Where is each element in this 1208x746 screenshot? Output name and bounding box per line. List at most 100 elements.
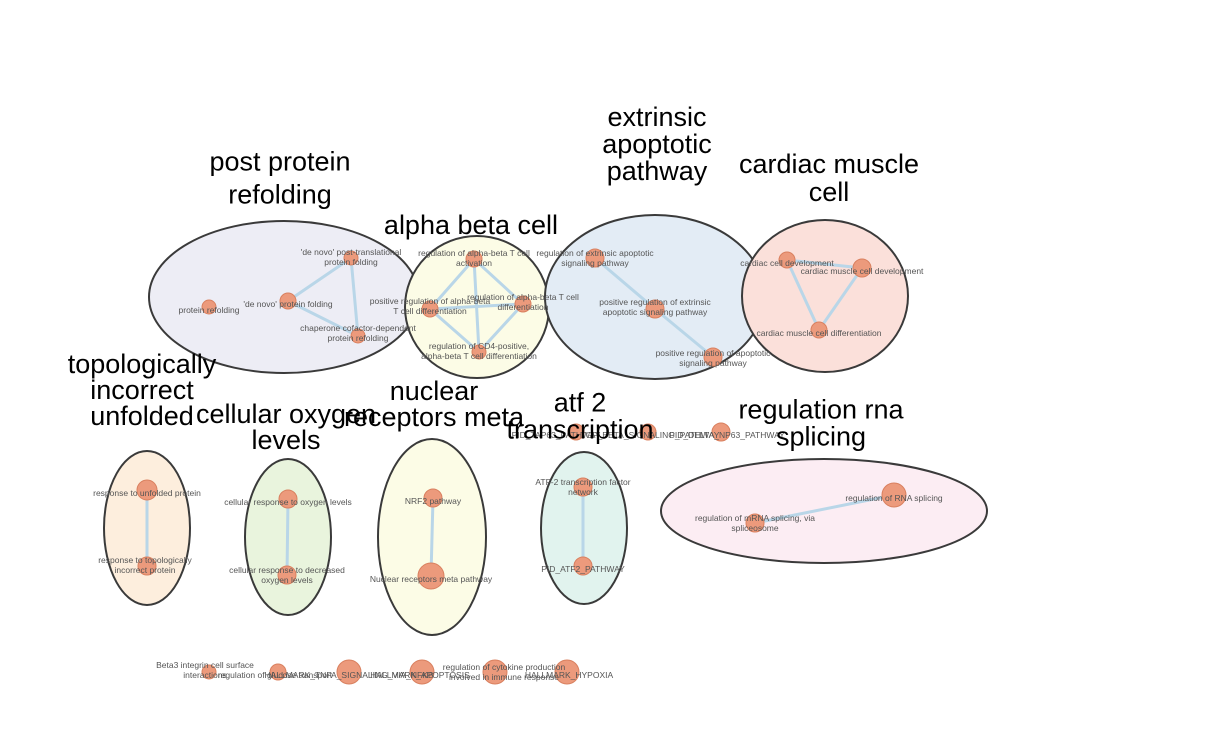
node-pid-tap63[interactable]: [567, 423, 585, 441]
node-label-pos-reg-extrinsic: positive regulation of extrinsic apoptoti…: [599, 297, 711, 317]
cluster-title-line: pathway: [607, 156, 708, 186]
node-chaperone[interactable]: [350, 328, 366, 344]
edge-layer: [145, 256, 896, 578]
node-atf2-network[interactable]: [573, 477, 593, 497]
node-label-line: apoptotic signaling pathway: [603, 307, 708, 317]
node-label-line: Beta3 integrin cell surface: [156, 660, 254, 670]
node-label-hallmark-hypoxia: HALLMARK_HYPOXIA: [525, 670, 614, 680]
node-label-line: cardiac cell development: [740, 258, 834, 268]
cluster-title-line: receptors meta: [344, 402, 525, 432]
node-resp-unfolded[interactable]: [136, 479, 158, 501]
node-label-reg-extrinsic: regulation of extrinsic apoptotic signali…: [536, 248, 654, 268]
node-reg-rna[interactable]: [881, 482, 907, 508]
node-hallmark-apoptosis[interactable]: [409, 659, 435, 685]
edge-reg_ab_diff-reg_cd4: [477, 302, 525, 354]
cluster-title-line: post protein: [209, 147, 350, 177]
node-label-reg-mrna: regulation of mRNA splicing, via spliceos…: [695, 513, 815, 533]
cluster-title-line: regulation rna: [738, 395, 904, 425]
node-reg-cytokine[interactable]: [482, 659, 508, 685]
cluster-title-line: nuclear: [390, 376, 479, 406]
node-reg-ab-act[interactable]: [465, 250, 483, 268]
node-nuclear-meta[interactable]: [417, 562, 445, 590]
node-label-reg-ab-act: regulation of alpha-beta T cell activatio…: [418, 248, 530, 268]
node-label-reg-rna: regulation of RNA splicing: [845, 493, 943, 503]
node-resp-topo[interactable]: [137, 556, 157, 576]
node-label-pid-atf2: PID_ATF2_PATHWAY: [541, 564, 625, 574]
node-pid-atf2[interactable]: [573, 556, 593, 576]
node-hallmark-hypoxia[interactable]: [554, 659, 580, 685]
node-label-chaperone: chaperone cofactor-dependent protein refo…: [300, 323, 416, 343]
node-pos-reg-ab-diff[interactable]: [421, 300, 439, 318]
node-label-reg-glucose: regulation of glucose transport: [218, 670, 333, 680]
node-label-beta3: Beta3 integrin cell surface interactions: [156, 660, 254, 680]
node-label-line: protein folding: [324, 257, 378, 267]
node-protein-refolding[interactable]: [201, 299, 217, 315]
node-label-pid-delta-np63: PID_DELTA_NP63_PATHWAY: [669, 430, 785, 440]
node-label-line: regulation of cytokine production: [443, 662, 566, 672]
node-label-line: oxygen levels: [261, 575, 313, 585]
node-reg-glucose[interactable]: [269, 663, 287, 681]
cluster-title-line: incorrect: [90, 375, 194, 405]
node-label-reg-ab-diff: regulation of alpha-beta T cell different…: [467, 292, 579, 312]
cluster-title-line: levels: [251, 425, 320, 455]
node-cell-resp-decreased[interactable]: [277, 565, 297, 585]
edge-cardiac_muscle_dev-cardiac_muscle_diff: [817, 266, 864, 332]
node-label-line: positive regulation of apoptotic: [656, 348, 772, 358]
label-layer: 'de novo' post-translational protein fold…: [93, 247, 943, 682]
node-reg-mrna[interactable]: [745, 513, 765, 533]
node-cardiac-muscle-diff[interactable]: [810, 321, 828, 339]
node-label-line: regulation of extrinsic apoptotic: [536, 248, 654, 258]
cluster-title-line: transcription: [506, 415, 653, 445]
node-beta3[interactable]: [201, 664, 217, 680]
node-label-line: network: [568, 487, 599, 497]
node-pos-reg-extrinsic[interactable]: [645, 299, 665, 319]
node-reg-cd4[interactable]: [471, 344, 487, 360]
edge-cardiac_dev-cardiac_muscle_dev: [785, 258, 864, 270]
cluster-title-line: cellular oxygen: [196, 399, 376, 429]
node-label-cardiac-muscle-diff: cardiac muscle cell differentiation: [756, 328, 881, 338]
cluster-title-alpha-beta-cell: alpha beta cell: [384, 210, 558, 240]
node-label-line: signaling pathway: [679, 358, 747, 368]
edge-reg_ab_act-reg_ab_diff: [472, 257, 525, 306]
node-label-line: PID_TAP63_PATHWAY: [512, 430, 601, 440]
node-label-line: regulation of alpha-beta T cell: [467, 292, 579, 302]
node-label-resp-unfolded: response to unfolded protein: [93, 488, 201, 498]
node-label-line: spliceosome: [731, 523, 779, 533]
node-tgfb[interactable]: [639, 423, 657, 441]
node-label-line: HALLMARK_HYPOXIA: [525, 670, 614, 680]
cluster-title-cardiac-muscle-cell: cardiac muscle cell: [739, 149, 919, 207]
cluster-title-line: cell: [809, 177, 850, 207]
node-label-line: regulation of glucose transport: [218, 670, 333, 680]
node-pos-reg-apoptotic[interactable]: [703, 347, 723, 367]
node-label-line: signaling pathway: [561, 258, 629, 268]
node-nrf2[interactable]: [423, 488, 443, 508]
node-pid-delta-np63[interactable]: [711, 422, 731, 442]
node-label-resp-topo: response to topologically incorrect prote…: [98, 555, 192, 575]
cluster-title-line: topologically: [68, 349, 217, 379]
node-label-nuclear-meta: Nuclear receptors meta pathway: [370, 574, 493, 584]
node-label-line: involved in immune response: [449, 672, 559, 682]
node-denovo-post[interactable]: [343, 250, 359, 266]
node-hallmark-tnfa[interactable]: [336, 659, 362, 685]
node-reg-extrinsic[interactable]: [585, 248, 605, 268]
node-label-line: TGF_BETA_SIGNALING_PATHWAY: [581, 430, 720, 440]
cluster-title-line: refolding: [228, 180, 332, 210]
edge-reg_ab_act-pos_reg_ab_diff: [428, 257, 476, 311]
cluster-title-atf-2-transcription: atf 2 transcription: [506, 388, 653, 445]
node-label-reg-cd4: regulation of CD4-positive, alpha-beta T …: [421, 341, 537, 361]
cluster-title-line: apoptotic: [602, 129, 712, 159]
node-label-line: cellular response to decreased: [229, 565, 345, 575]
node-reg-ab-diff[interactable]: [514, 295, 532, 313]
node-denovo[interactable]: [279, 292, 297, 310]
edge-pos_reg_ab_diff-reg_ab_diff: [428, 302, 525, 311]
node-cardiac-muscle-dev[interactable]: [852, 258, 872, 278]
node-cardiac-dev[interactable]: [778, 251, 796, 269]
node-label-cell-resp-decreased: cellular response to decreased oxygen lev…: [229, 565, 345, 585]
node-label-line: positive regulation of extrinsic: [599, 297, 711, 307]
node-cell-resp-oxygen[interactable]: [278, 489, 298, 509]
node-label-line: T cell differentiation: [393, 306, 467, 316]
node-label-line: Nuclear receptors meta pathway: [370, 574, 493, 584]
edge-cardiac_dev-cardiac_muscle_diff: [785, 258, 821, 332]
cluster-title-regulation-rna-splicing: regulation rna splicing: [738, 395, 904, 452]
